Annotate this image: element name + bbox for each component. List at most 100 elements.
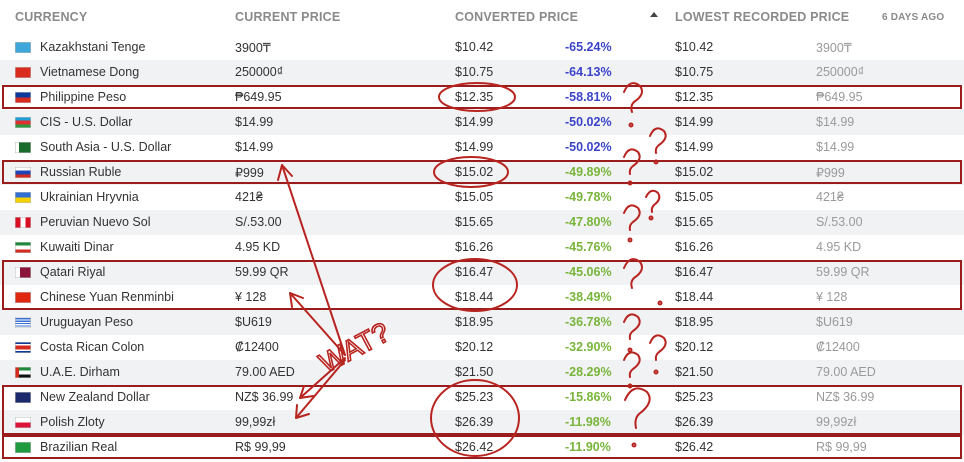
table-header: CURRENCY CURRENT PRICE CONVERTED PRICE L… [0, 0, 964, 33]
table-row[interactable]: New Zealand Dollar NZ$ 36.99 $25.23 -15.86%… [0, 385, 964, 410]
table-row[interactable]: Russian Ruble ₽999 $15.02 -49.89% $15.02 ₽999 [0, 160, 964, 185]
table-row[interactable]: Vietnamese Dong 250000₫ $10.75 -64.13% $10.7… [0, 60, 964, 85]
cell-lowest-local: NZ$ 36.99 [816, 390, 875, 404]
cell-converted: $16.26 [455, 240, 494, 254]
cell-current: 99,99zł [235, 415, 276, 429]
table-row[interactable]: Polish Zloty 99,99zł $26.39 -11.98% $26.39 99… [0, 410, 964, 435]
cell-lowest-local: 79.00 AED [816, 365, 876, 379]
cell-lowest-usd: $15.65 [675, 215, 714, 229]
cell-current: ¥ 128 [235, 290, 267, 304]
cell-currency[interactable]: Chinese Yuan Renminbi [40, 290, 174, 304]
cell-current: $14.99 [235, 115, 274, 129]
cell-current: 421₴ [235, 190, 263, 204]
cell-lowest-local: 250000₫ [816, 65, 865, 79]
cell-currency[interactable]: New Zealand Dollar [40, 390, 150, 404]
cell-converted: $26.42 [455, 440, 494, 454]
table-row[interactable]: Brazilian Real R$ 99,99 $26.42 -11.90% $26.4… [0, 435, 964, 460]
cell-lowest-local: $14.99 [816, 140, 855, 154]
azerbaijan-flag-icon [15, 117, 31, 128]
cell-currency[interactable]: Peruvian Nuevo Sol [40, 215, 151, 229]
cell-pct: -11.90% [565, 440, 611, 454]
cell-pct: -49.89% [565, 165, 612, 179]
cell-currency[interactable]: Uruguayan Peso [40, 315, 134, 329]
cell-current: ₡12400 [235, 340, 279, 354]
table-row[interactable]: Ukrainian Hryvnia 421₴ $15.05 -49.78% $15.05… [0, 185, 964, 210]
cell-currency[interactable]: Brazilian Real [40, 440, 118, 454]
cell-lowest-usd: $12.35 [675, 90, 714, 104]
cell-current: 250000₫ [235, 65, 284, 79]
cell-pct: -28.29% [565, 365, 612, 379]
cell-converted: $26.39 [455, 415, 494, 429]
cell-pct: -15.86% [565, 390, 612, 404]
header-current-price[interactable]: CURRENT PRICE [235, 10, 341, 24]
sort-ascending-icon[interactable] [650, 12, 658, 17]
header-currency[interactable]: CURRENCY [15, 10, 88, 24]
philippines-flag-icon [15, 92, 31, 103]
cell-converted: $15.05 [455, 190, 494, 204]
cell-lowest-usd: $25.23 [675, 390, 714, 404]
qatar-flag-icon [15, 267, 31, 278]
cell-currency[interactable]: Polish Zloty [40, 415, 105, 429]
cell-converted: $14.99 [455, 115, 494, 129]
cell-currency[interactable]: U.A.E. Dirham [40, 365, 120, 379]
cell-converted: $15.02 [455, 165, 494, 179]
cell-converted: $15.65 [455, 215, 494, 229]
cell-lowest-local: ₽999 [816, 166, 845, 180]
table-row[interactable]: Peruvian Nuevo Sol S/.53.00 $15.65 -47.80% $… [0, 210, 964, 235]
cell-currency[interactable]: Philippine Peso [40, 90, 127, 104]
table-row[interactable]: Costa Rican Colon ₡12400 $20.12 -32.90% $20.… [0, 335, 964, 360]
header-lowest-recorded-price[interactable]: LOWEST RECORDED PRICE [675, 10, 850, 24]
table-row[interactable]: U.A.E. Dirham 79.00 AED $21.50 -28.29% $21.5… [0, 360, 964, 385]
cell-lowest-usd: $10.42 [675, 40, 714, 54]
cell-current: R$ 99,99 [235, 440, 286, 454]
cell-converted: $20.12 [455, 340, 494, 354]
cell-converted: $14.99 [455, 140, 494, 154]
cell-currency[interactable]: Ukrainian Hryvnia [40, 190, 139, 204]
cell-pct: -47.80% [565, 215, 612, 229]
cell-lowest-usd: $18.44 [675, 290, 714, 304]
uruguay-flag-icon [15, 317, 31, 328]
cell-currency[interactable]: Costa Rican Colon [40, 340, 145, 354]
cell-converted: $18.95 [455, 315, 494, 329]
cell-lowest-usd: $14.99 [675, 115, 714, 129]
table-row[interactable]: Kuwaiti Dinar 4.95 KD $16.26 -45.76% $16.26 4… [0, 235, 964, 260]
table-row[interactable]: Qatari Riyal 59.99 QR $16.47 -45.06% $16.47 5… [0, 260, 964, 285]
cell-currency[interactable]: Kuwaiti Dinar [40, 240, 114, 254]
header-converted-price[interactable]: CONVERTED PRICE [455, 10, 579, 24]
cell-converted: $10.42 [455, 40, 494, 54]
cell-lowest-local: S/.53.00 [816, 215, 863, 229]
cell-pct: -50.02% [565, 140, 612, 154]
cell-pct: -49.78% [565, 190, 612, 204]
table-row[interactable]: Philippine Peso ₱649.95 $12.35 -58.81% $12.3… [0, 85, 964, 110]
cell-converted: $16.47 [455, 265, 494, 279]
cell-lowest-usd: $20.12 [675, 340, 714, 354]
cell-current: 4.95 KD [235, 240, 281, 254]
cell-pct: -64.13% [565, 65, 612, 79]
table-row[interactable]: South Asia - U.S. Dollar $14.99 $14.99 -50.… [0, 135, 964, 160]
peru-flag-icon [15, 217, 31, 228]
cell-currency[interactable]: Kazakhstani Tenge [40, 40, 146, 54]
cell-lowest-local: 421₴ [816, 190, 844, 204]
poland-flag-icon [15, 417, 31, 428]
cell-lowest-local: ₱649.95 [816, 90, 863, 104]
cell-pct: -36.78% [565, 315, 612, 329]
cell-currency[interactable]: CIS - U.S. Dollar [40, 115, 133, 129]
table-row[interactable]: CIS - U.S. Dollar $14.99 $14.99 -50.02% $14.… [0, 110, 964, 135]
cell-lowest-local: $14.99 [816, 115, 855, 129]
cell-lowest-local: ¥ 128 [816, 290, 848, 304]
table-row[interactable]: Chinese Yuan Renminbi ¥ 128 $18.44 -38.49% $… [0, 285, 964, 310]
cell-pct: -32.90% [565, 340, 612, 354]
china-flag-icon [15, 292, 31, 303]
cell-currency[interactable]: Vietnamese Dong [40, 65, 140, 79]
cell-pct: -38.49% [565, 290, 612, 304]
cell-pct: -11.98% [565, 415, 611, 429]
cell-currency[interactable]: Russian Ruble [40, 165, 122, 179]
cell-lowest-usd: $16.26 [675, 240, 714, 254]
cell-currency[interactable]: South Asia - U.S. Dollar [40, 140, 172, 154]
table-row[interactable]: Kazakhstani Tenge 3900₸ $10.42 -65.24% $10.4… [0, 35, 964, 60]
cell-converted: $10.75 [455, 65, 494, 79]
cell-current: NZ$ 36.99 [235, 390, 294, 404]
table-row[interactable]: Uruguayan Peso $U619 $18.95 -36.78% $18.95 $U… [0, 310, 964, 335]
cell-currency[interactable]: Qatari Riyal [40, 265, 106, 279]
cell-pct: -45.76% [565, 240, 612, 254]
